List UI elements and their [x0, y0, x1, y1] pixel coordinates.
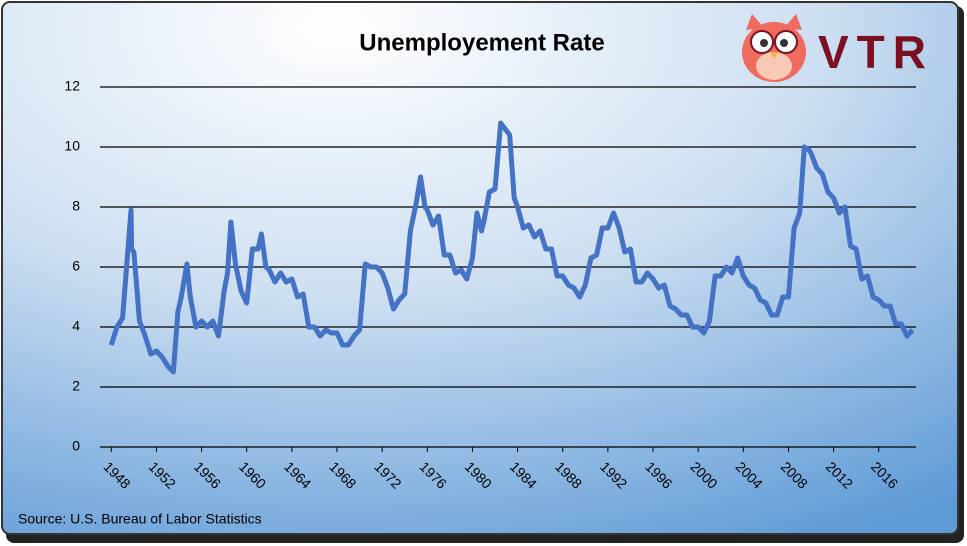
data-line	[108, 120, 915, 375]
y-tick-label: 12	[64, 78, 80, 94]
y-tick-label: 10	[64, 138, 80, 154]
y-tick-label: 6	[72, 258, 80, 274]
y-tick-label: 0	[72, 438, 80, 454]
chart-background	[1, 1, 959, 535]
logo-text: VTR	[818, 26, 934, 78]
chart-title: Unemployement Rate	[359, 29, 604, 56]
y-tick-label: 8	[72, 198, 80, 214]
source-note: Source: U.S. Bureau of Labor Statistics	[18, 511, 262, 527]
owl-logo	[742, 14, 806, 82]
y-tick-label: 2	[72, 378, 80, 394]
y-tick-label: 4	[72, 318, 80, 334]
